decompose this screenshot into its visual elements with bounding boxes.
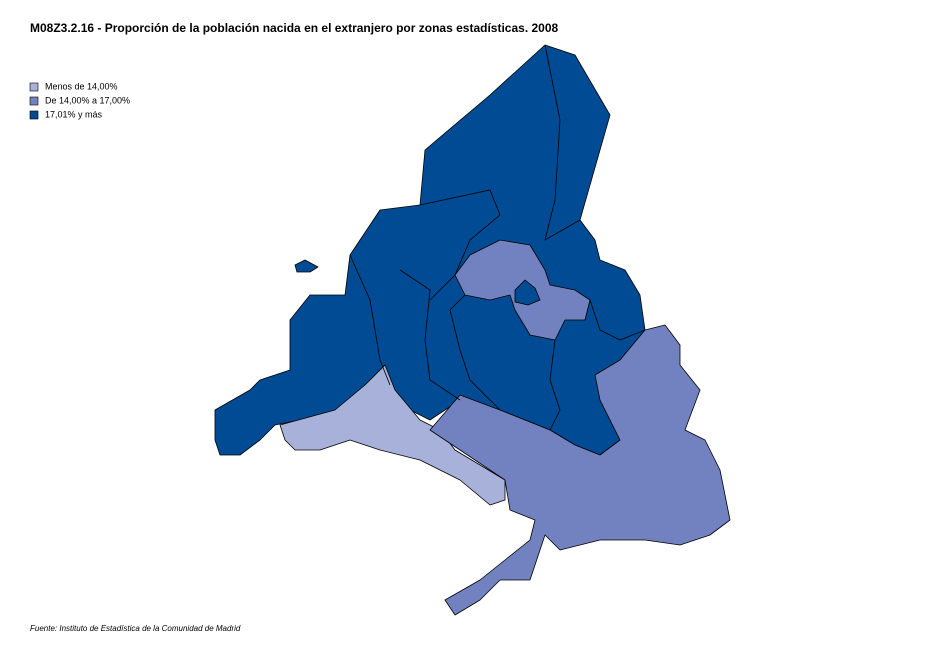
region (429, 324, 731, 616)
legend-swatch (29, 82, 39, 92)
boundary (544, 44, 581, 241)
region (294, 259, 319, 273)
legend-label: 17,01% y más (45, 109, 103, 119)
legend-swatch (29, 96, 39, 106)
legend-swatch (29, 110, 39, 120)
boundary (399, 269, 461, 401)
map (214, 44, 731, 616)
legend-label: De 14,00% a 17,00% (45, 95, 130, 105)
region (279, 364, 506, 506)
boundary (349, 254, 391, 386)
boundary (419, 189, 501, 301)
map-title: M08Z3.2.16 - Proporción de la población … (30, 21, 559, 35)
region (514, 279, 541, 306)
legend: Menos de 14,00% De 14,00% a 17,00% 17,01% … (29, 81, 130, 120)
boundary (449, 294, 501, 411)
source-note: Fuente: Instituto de Estadística de la C… (30, 624, 241, 633)
boundary (549, 339, 561, 431)
legend-label: Menos de 14,00% (45, 81, 118, 91)
boundary (589, 299, 646, 341)
